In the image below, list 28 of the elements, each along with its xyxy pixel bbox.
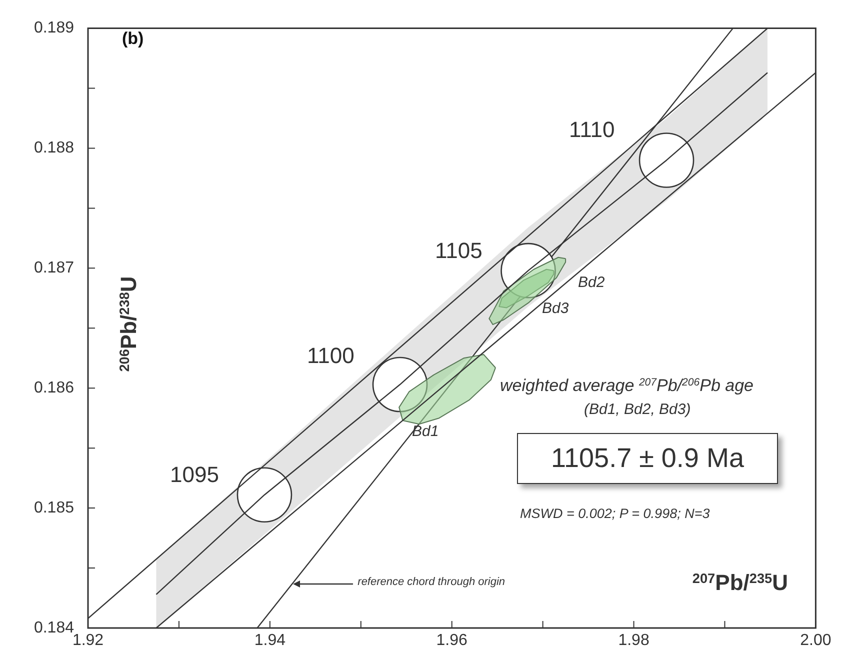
point [638, 132, 694, 188]
annotation: 1105.7 ± 0.9 Ma [517, 433, 778, 484]
x-axis-title: $^{207}$Pb/$^{235}$U [692, 570, 788, 595]
y-tick-label: 0.186 [34, 380, 74, 397]
point [372, 356, 428, 412]
annotation: MSWD = 0.002; P = 0.998; N=3 [520, 506, 710, 521]
annotation: Bd2 [578, 274, 605, 291]
annotation: (b) [122, 29, 144, 48]
x-tick-label: 1.92 [72, 632, 104, 650]
annotation: 1105 [435, 238, 482, 263]
annotation: reference chord through origin [358, 576, 506, 588]
x-tick-label: 1.96 [436, 632, 468, 650]
annotation: Bd3 [542, 300, 569, 317]
point [236, 467, 292, 523]
x-tick-label: 1.94 [254, 632, 286, 650]
annotation: Bd1 [412, 423, 439, 440]
x-tick-label: 2.00 [800, 632, 832, 650]
x-tick-label: 1.98 [618, 632, 650, 650]
y-tick-label: 0.188 [34, 140, 74, 157]
annotation: weighted average $^{207}$Pb/$^{206}$Pb age [500, 376, 754, 395]
annotation: (Bd1, Bd2, Bd3) [584, 401, 691, 418]
y-tick-label: 0.184 [34, 619, 74, 636]
y-tick-label: 0.189 [34, 20, 74, 37]
annotation: 1110 [569, 117, 615, 142]
annotation: 1095 [170, 462, 219, 487]
y-tick-label: 0.187 [34, 260, 74, 277]
y-tick-label: 0.185 [34, 499, 74, 516]
annotation: 1100 [307, 343, 354, 368]
